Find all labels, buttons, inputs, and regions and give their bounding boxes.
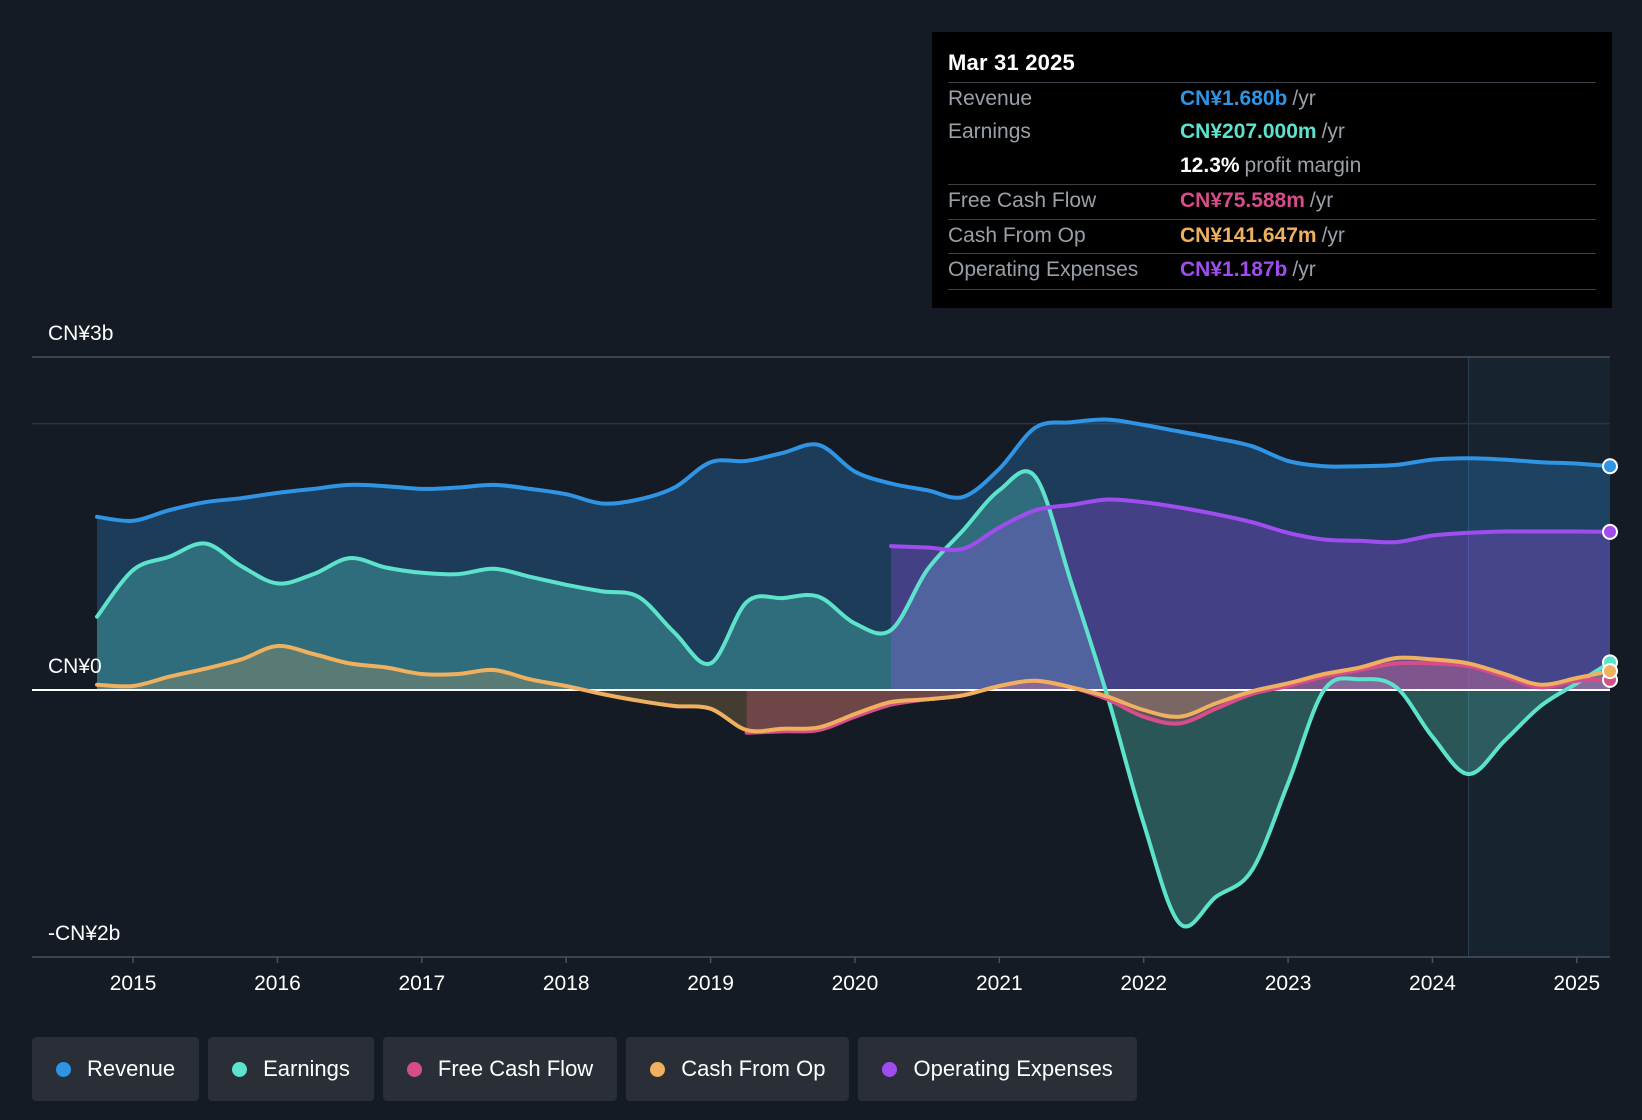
legend-label: Earnings bbox=[263, 1056, 350, 1081]
earnings-area bbox=[97, 471, 1610, 927]
earnings-dot-icon bbox=[232, 1061, 248, 1077]
tooltip-label: Earnings bbox=[948, 120, 1031, 143]
x-tick-label: 2023 bbox=[1265, 972, 1312, 995]
cash-from-op-line bbox=[95, 643, 1612, 734]
tooltip-row-cash-from-op: Cash From Op CN¥141.647m/yr bbox=[948, 219, 1596, 254]
operating-expenses-area bbox=[891, 499, 1610, 690]
legend-item-cash-from-op[interactable]: Cash From Op bbox=[626, 1037, 850, 1101]
x-tick-label: 2021 bbox=[976, 972, 1023, 995]
tooltip-panel: Mar 31 2025 Revenue CN¥1.680b/yr Earning… bbox=[932, 32, 1612, 308]
legend-item-free-cash-flow[interactable]: Free Cash Flow bbox=[382, 1037, 618, 1101]
legend-label: Revenue bbox=[87, 1056, 176, 1081]
tooltip-label: Cash From Op bbox=[948, 224, 1086, 247]
operating-expenses-dot-icon bbox=[882, 1061, 898, 1077]
x-tick-label: 2022 bbox=[1120, 972, 1167, 995]
earnings-line bbox=[95, 469, 1612, 929]
legend-item-earnings[interactable]: Earnings bbox=[208, 1037, 374, 1101]
operating-expenses-end-point bbox=[1602, 523, 1618, 540]
revenue-dot-icon bbox=[56, 1061, 71, 1077]
legend-label: Free Cash Flow bbox=[437, 1056, 594, 1081]
tooltip-label: Revenue bbox=[948, 87, 1033, 110]
x-tick-label: 2015 bbox=[110, 972, 157, 995]
legend-label: Cash From Op bbox=[681, 1056, 826, 1081]
tooltip-date: Mar 31 2025 bbox=[948, 50, 1075, 75]
revenue-end-point bbox=[1602, 458, 1618, 475]
y-label-top: CN¥3b bbox=[48, 322, 113, 345]
legend-item-revenue[interactable]: Revenue bbox=[32, 1037, 200, 1101]
x-tick-label: 2016 bbox=[254, 972, 301, 995]
tooltip-value: CN¥75.588m/yr bbox=[1180, 189, 1334, 212]
tooltip-label: Free Cash Flow bbox=[948, 189, 1097, 212]
cash-from-op-end-point bbox=[1602, 663, 1618, 680]
x-tick-label: 2025 bbox=[1553, 972, 1600, 995]
free-cash-flow-line bbox=[744, 660, 1612, 735]
x-tick-label: 2019 bbox=[687, 972, 734, 995]
x-tick-label: 2018 bbox=[543, 972, 590, 995]
x-tick-label: 2024 bbox=[1409, 972, 1456, 995]
x-tick-label: 2017 bbox=[398, 972, 445, 995]
y-label-zero: CN¥0 bbox=[48, 655, 102, 678]
legend-item-operating-expenses[interactable]: Operating Expenses bbox=[858, 1037, 1137, 1101]
revenue-line bbox=[95, 417, 1612, 523]
free-cash-flow-dot-icon bbox=[406, 1061, 422, 1077]
tooltip-value: CN¥1.187b/yr bbox=[1180, 258, 1316, 281]
legend-label: Operating Expenses bbox=[913, 1056, 1113, 1081]
legend: Revenue Earnings Free Cash Flow Cash Fro… bbox=[32, 1037, 1137, 1101]
operating-expenses-line bbox=[889, 497, 1612, 553]
tooltip-row-free-cash-flow: Free Cash Flow CN¥75.588m/yr bbox=[948, 184, 1596, 219]
tooltip-row-operating-expenses: Operating Expenses CN¥1.187b/yr bbox=[948, 253, 1596, 290]
tooltip-label: Operating Expenses bbox=[948, 258, 1139, 281]
tooltip-row-revenue: Revenue CN¥1.680b/yr bbox=[948, 82, 1596, 117]
tooltip-value: 12.3% profit margin bbox=[1180, 154, 1362, 177]
free-cash-flow-area bbox=[746, 662, 1610, 733]
cash-from-op-dot-icon bbox=[650, 1061, 666, 1077]
x-tick-label: 2020 bbox=[832, 972, 879, 995]
tooltip-value: CN¥1.680b/yr bbox=[1180, 87, 1316, 110]
tooltip-value: CN¥207.000m/yr bbox=[1180, 120, 1345, 143]
tooltip-value: CN¥141.647m/yr bbox=[1180, 224, 1345, 247]
tooltip-row-earnings: Earnings CN¥207.000m/yr bbox=[948, 116, 1596, 150]
tooltip-row-profit-margin: 12.3% profit margin bbox=[948, 150, 1596, 184]
y-label-bottom: -CN¥2b bbox=[48, 922, 120, 945]
